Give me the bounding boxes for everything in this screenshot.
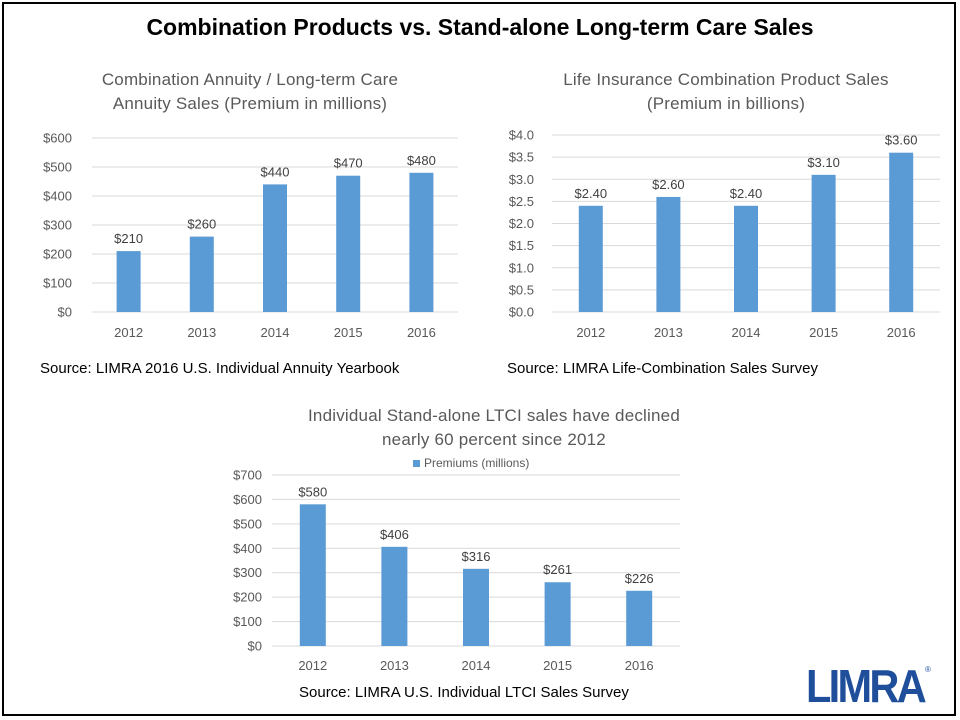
chart-3-y-tick-label: $400 [233,541,262,556]
chart-1-title: Combination Annuity / Long-term Care Ann… [40,68,460,116]
chart-2-data-label: $2.40 [730,186,763,201]
chart-2-y-tick-label: $0.0 [509,305,534,320]
chart-2-title: Life Insurance Combination Product Sales… [516,68,936,116]
chart-2-data-label: $2.40 [575,186,608,201]
chart-1-data-label: $440 [261,164,290,179]
chart-3-x-tick-label: 2012 [298,658,327,673]
chart-3-x-tick-label: 2015 [543,658,572,673]
chart-3-data-label: $406 [380,527,409,542]
chart-3-x-tick-label: 2013 [380,658,409,673]
limra-logo-text: LIMRA [806,660,926,706]
chart-1-data-label: $470 [334,156,363,171]
chart-1-title-line-1: Combination Annuity / Long-term Care [101,70,399,89]
chart-1-x-tick-label: 2015 [334,325,363,340]
chart-1-y-tick-label: $500 [43,160,72,175]
chart-3-title: Individual Stand-alone LTCI sales have d… [254,404,734,452]
chart-3-title-line-1: Individual Stand-alone LTCI sales have d… [308,406,680,425]
chart-2-title-line-2: (Premium in billions) [646,94,806,113]
chart-1-data-label: $260 [187,217,216,232]
chart-1-title-line-2: Annuity Sales (Premium in millions) [112,94,388,113]
chart-3-data-label: $226 [625,571,654,586]
chart-3-data-label: $316 [462,549,491,564]
chart-3-bar [381,546,408,646]
chart-2-bar [811,174,836,312]
chart-3-bar [626,590,653,646]
chart-3-y-tick-label: $100 [233,614,262,629]
chart-3-bar [544,582,571,646]
page-title: Combination Products vs. Stand-alone Lon… [146,14,814,40]
chart-2-source: Source: LIMRA Life-Combination Sales Sur… [507,360,818,377]
chart-1-data-label: $480 [407,153,436,168]
chart-2-y-tick-label: $3.5 [509,150,534,165]
chart-1-source: Source: LIMRA 2016 U.S. Individual Annui… [40,360,400,377]
chart-2-y-tick-label: $3.0 [509,172,534,187]
chart-2-y-tick-label: $1.0 [509,260,534,275]
chart-1-y-tick-label: $200 [43,247,72,262]
chart-2-y-tick-label: $2.5 [509,194,534,209]
chart-1-y-tick-label: $100 [43,276,72,291]
chart-3-y-tick-label: $200 [233,590,262,605]
chart-3-source: Source: LIMRA U.S. Individual LTCI Sales… [299,684,629,701]
chart-1-bar [189,236,214,312]
chart-2-x-tick-label: 2013 [654,325,683,340]
chart-2-y-tick-label: $4.0 [509,128,534,143]
chart-3-data-label: $261 [543,562,572,577]
chart-1-data-label: $210 [114,231,143,246]
chart-2-y-tick-label: $2.0 [509,216,534,231]
chart-2-data-label: $2.60 [652,177,685,192]
chart-1-bar [116,251,141,312]
chart-1-x-tick-label: 2016 [407,325,436,340]
chart-1-y-tick-label: $300 [43,218,72,233]
chart-2-x-tick-label: 2014 [732,325,761,340]
chart-1-y-tick-label: $600 [43,131,72,146]
chart-2-x-tick-label: 2015 [809,325,838,340]
chart-2-bar [734,205,758,312]
chart-1-y-tick-label: $400 [43,189,72,204]
chart-2-bar [889,152,914,312]
chart-2-x-tick-label: 2016 [887,325,916,340]
chart-3-x-tick-label: 2014 [462,658,491,673]
chart-3-y-tick-label: $600 [233,492,262,507]
chart-3-legend-swatch [413,459,420,467]
chart-2-y-tick-label: $1.5 [509,238,534,253]
chart-3-y-tick-label: $700 [233,468,262,483]
chart-2-title-line-1: Life Insurance Combination Product Sales [563,70,889,89]
chart-2-x-tick-label: 2012 [576,325,605,340]
chart-1-x-tick-label: 2013 [187,325,216,340]
limra-logo: LIMRA ® [806,660,931,706]
chart-2-data-label: $3.60 [885,133,918,148]
chart-2-y-tick-label: $0.5 [509,282,534,297]
chart-2-bar [656,196,681,312]
chart-2-data-label: $3.10 [807,155,840,170]
chart-1-x-tick-label: 2012 [114,325,143,340]
chart-1-bar [336,175,361,312]
chart-2-bar [578,205,603,312]
chart-3-y-tick-label: $300 [233,565,262,580]
chart-3-bar [463,568,489,646]
chart-3-y-tick-label: $500 [233,516,262,531]
chart-3-y-tick-label: $0 [248,639,262,654]
chart-1-x-tick-label: 2014 [261,325,290,340]
chart-1-bar [409,172,434,312]
chart-3-bar [299,504,326,646]
chart-3-legend-label: Premiums (millions) [424,456,530,470]
chart-1-y-tick-label: $0 [58,305,72,320]
chart-3-title-line-2: nearly 60 percent since 2012 [382,430,606,449]
chart-1-bar [263,184,287,312]
chart-3-data-label: $580 [298,484,327,499]
chart-3-legend: Premiums (millions) [413,456,529,470]
chart-3-x-tick-label: 2016 [625,658,654,673]
registered-mark-icon: ® [925,665,931,674]
